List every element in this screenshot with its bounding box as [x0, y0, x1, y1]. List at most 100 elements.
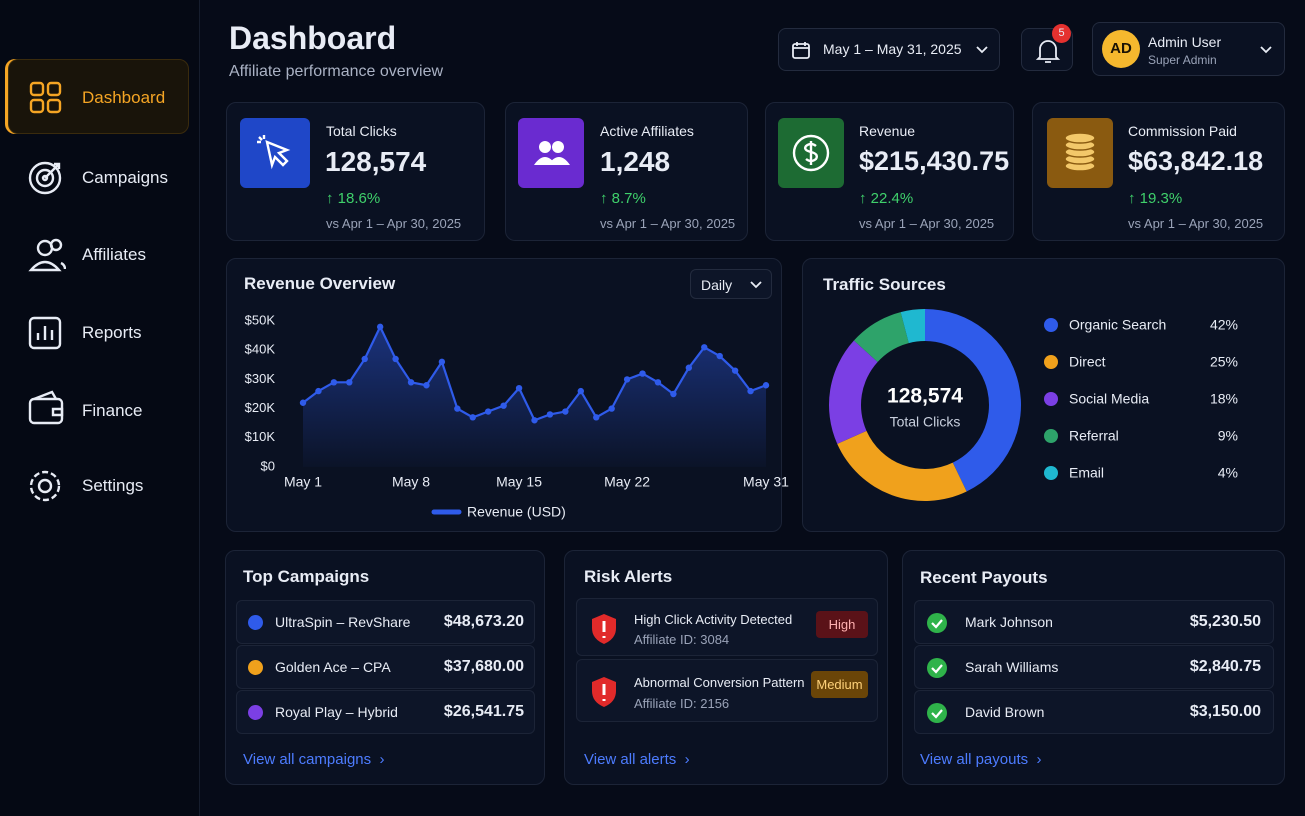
- legend-dot: [1044, 466, 1058, 480]
- date-range: May 1 – May 31, 2025: [823, 41, 962, 57]
- point: [392, 355, 399, 363]
- point: [670, 390, 677, 398]
- period-dropdown[interactable]: Daily: [690, 269, 772, 299]
- campaign-row[interactable]: Golden Ace – CPA $37,680.00: [236, 645, 535, 689]
- icon-affiliates: [28, 238, 66, 272]
- alert-level: Medium: [811, 671, 868, 698]
- kpi-change: ↑ 18.6%: [326, 190, 381, 207]
- kpi-icon: [778, 118, 844, 188]
- campaign-dot: [248, 705, 263, 720]
- nav-item[interactable]: Finance: [82, 401, 143, 420]
- legend-dot: [1044, 318, 1058, 332]
- kpi-change-value: 18.6%: [337, 190, 381, 207]
- kpi-icon: [1047, 118, 1113, 188]
- campaign-value: $37,680.00: [443, 658, 524, 675]
- legend-label: Social Media: [1069, 391, 1149, 407]
- payout-name: Sarah Williams: [965, 659, 1059, 675]
- point: [731, 367, 739, 374]
- notification-badge: 5: [1052, 24, 1071, 43]
- view-all-link[interactable]: View all campaigns ›: [243, 751, 385, 768]
- view-all-link[interactable]: View all alerts ›: [584, 751, 690, 768]
- kpi-change-value: 22.4%: [870, 190, 914, 207]
- payouts-panel: Recent Payouts Mark Johnson $5,230.50 Sa…: [902, 550, 1285, 785]
- legend-dot: [1044, 355, 1058, 369]
- point: [608, 405, 615, 412]
- link-text: View all payouts: [920, 751, 1029, 768]
- point: [546, 411, 554, 418]
- legend-dot: [1044, 429, 1058, 443]
- legend-label: Revenue (USD): [467, 504, 566, 520]
- icon-campaigns: [28, 161, 62, 195]
- kpi-label: Active Affiliates: [600, 123, 694, 139]
- user-name: Admin User: [1148, 34, 1222, 50]
- check-icon: [927, 613, 947, 633]
- payout-row[interactable]: Mark Johnson $5,230.50: [914, 600, 1274, 644]
- nav-item[interactable]: Dashboard: [82, 88, 166, 107]
- payout-name: David Brown: [965, 704, 1045, 720]
- point: [515, 384, 523, 392]
- point: [562, 408, 569, 415]
- date-picker[interactable]: May 1 – May 31, 2025: [778, 28, 1000, 71]
- kpi-compare: vs Apr 1 – Apr 30, 2025: [600, 216, 736, 231]
- point: [346, 379, 353, 386]
- notifications-button[interactable]: 5: [1021, 24, 1073, 71]
- nav-item[interactable]: Reports: [82, 323, 142, 342]
- kpi-value: $215,430.75: [859, 146, 1010, 176]
- icon-reports: [28, 316, 62, 350]
- link-text: View all alerts: [584, 751, 677, 768]
- nav-item[interactable]: Affiliates: [82, 245, 146, 264]
- point: [762, 382, 770, 389]
- kpi-change-value: 8.7%: [611, 190, 646, 207]
- campaign-row[interactable]: Royal Play – Hybrid $26,541.75: [236, 690, 535, 734]
- kpi-change: ↑ 19.3%: [1128, 190, 1183, 207]
- x-tick-label: May 15: [496, 474, 542, 490]
- payout-row[interactable]: Sarah Williams $2,840.75: [914, 645, 1274, 689]
- legend-value: 25%: [1210, 354, 1238, 370]
- x-tick-label: May 1: [284, 474, 322, 490]
- point: [423, 382, 430, 389]
- alert-title: Abnormal Conversion Pattern: [634, 675, 805, 690]
- point: [407, 379, 415, 386]
- payout-row[interactable]: David Brown $3,150.00: [914, 690, 1274, 734]
- campaign-row[interactable]: UltraSpin – RevShare $48,673.20: [236, 600, 535, 644]
- avatar: AD: [1102, 30, 1140, 68]
- kpi-card: Revenue $215,430.75 ↑ 22.4% vs Apr 1 – A…: [765, 102, 1014, 241]
- page-title: Dashboard: [229, 20, 397, 56]
- nav-item[interactable]: Settings: [82, 476, 144, 495]
- legend-value: 9%: [1218, 428, 1238, 444]
- point: [577, 387, 584, 395]
- point: [623, 376, 631, 383]
- alert-title: High Click Activity Detected: [634, 612, 793, 627]
- donut-center-value: 128,574: [887, 385, 963, 408]
- coins-icon: [1064, 132, 1096, 172]
- user-menu[interactable]: AD Admin User Super Admin: [1092, 22, 1285, 76]
- campaign-dot: [248, 660, 263, 675]
- point: [469, 414, 476, 421]
- point: [593, 414, 600, 421]
- alert-row[interactable]: High Click Activity Detected Affiliate I…: [576, 598, 878, 656]
- panel-title: Top Campaigns: [243, 567, 370, 586]
- icon-finance: [28, 390, 64, 425]
- point: [531, 417, 538, 424]
- view-all-link[interactable]: View all payouts ›: [920, 751, 1042, 768]
- kpi-change: ↑ 8.7%: [600, 190, 646, 207]
- legend-dot: [1044, 392, 1058, 406]
- payout-amount: $3,150.00: [1189, 703, 1261, 720]
- panel-title: Revenue Overview: [244, 274, 396, 293]
- sidebar: Dashboard Campaigns Affiliates Reports F…: [0, 0, 200, 816]
- alert-row[interactable]: Abnormal Conversion Pattern Affiliate ID…: [576, 659, 878, 722]
- kpi-change-value: 19.3%: [1139, 190, 1183, 207]
- nav-item[interactable]: Campaigns: [82, 168, 168, 187]
- calendar-icon: [792, 42, 810, 59]
- payout-amount: $5,230.50: [1189, 613, 1261, 630]
- check-icon: [927, 703, 947, 723]
- kpi-card: Commission Paid $63,842.18 ↑ 19.3% vs Ap…: [1032, 102, 1285, 241]
- point: [299, 399, 307, 406]
- point: [716, 352, 723, 360]
- kpi-compare: vs Apr 1 – Apr 30, 2025: [1128, 216, 1264, 231]
- campaign-value: $26,541.75: [443, 703, 524, 720]
- point: [685, 364, 693, 371]
- area: [303, 326, 766, 467]
